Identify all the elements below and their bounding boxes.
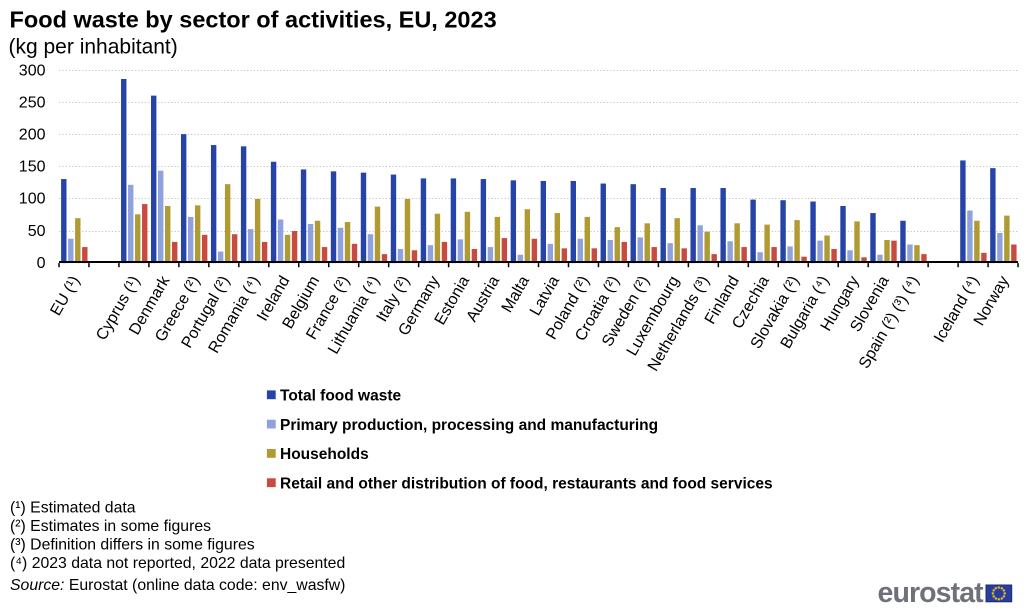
svg-text:(²) Estimates in some figures: (²) Estimates in some figures: [10, 518, 211, 535]
svg-text:(kg per inhabitant): (kg per inhabitant): [9, 36, 178, 59]
svg-text:300: 300: [19, 62, 46, 79]
svg-text:250: 250: [19, 95, 46, 112]
svg-text:Source: Eurostat (online data: Source: Eurostat (online data code: env_…: [10, 577, 345, 594]
svg-text:(³) Definition differs in some: (³) Definition differs in some figures: [10, 536, 255, 553]
svg-text:eurostat: eurostat: [878, 577, 985, 608]
svg-text:(¹) Estimated data: (¹) Estimated data: [10, 500, 136, 517]
svg-text:100: 100: [19, 191, 46, 208]
svg-text:200: 200: [19, 127, 46, 144]
svg-text:150: 150: [19, 159, 46, 176]
svg-text:0: 0: [37, 255, 46, 272]
svg-text:Retail and other distribution: Retail and other distribution of food, r…: [280, 475, 773, 492]
svg-text:50: 50: [28, 223, 46, 240]
svg-text:Total food waste: Total food waste: [280, 388, 402, 405]
svg-text:Food waste by sector of activi: Food waste by sector of activities, EU, …: [10, 7, 497, 33]
svg-text:(⁴) 2023 data not reported, 20: (⁴) 2023 data not reported, 2022 data pr…: [10, 555, 345, 572]
svg-text:Primary production, processing: Primary production, processing and manuf…: [280, 417, 658, 434]
svg-text:Households: Households: [280, 446, 369, 463]
